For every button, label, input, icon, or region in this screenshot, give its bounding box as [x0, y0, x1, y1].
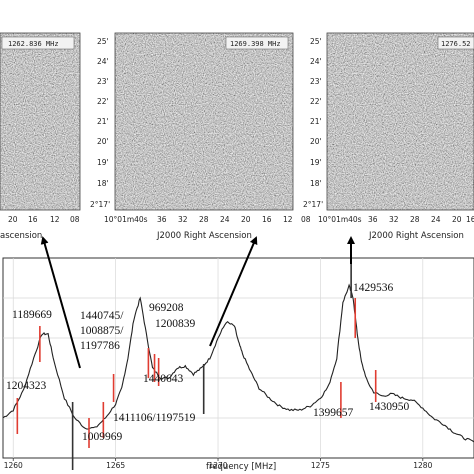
- map-panel-2-freq-label: 1269.398 MHz: [230, 40, 281, 48]
- map-panel-2-xtick: 08: [301, 215, 311, 224]
- map-panel-3-ytick: 2°17': [303, 200, 323, 209]
- spectrum-x-ticks: 1260 1265 1270 1275 1280: [4, 458, 433, 470]
- spectrum-markers: [16, 248, 377, 470]
- map-panel-2-yticks: 25' 24' 23' 22' 21' 20' 19' 18' 2°17': [90, 37, 110, 209]
- map-panel-2-xlabel: J2000 Right Ascension: [156, 231, 252, 241]
- annotation-label: 1399657: [313, 407, 354, 419]
- annotation-label: 1204323: [6, 380, 47, 392]
- map-panel-2-ytick: 24': [97, 57, 109, 66]
- map-panel-1-xticks: 20 16 12 08: [8, 215, 80, 224]
- spectrum-annotations: 1189669 1204323 1440745/ 1008875/ 119778…: [6, 282, 410, 443]
- map-panel-2-image: [115, 33, 293, 210]
- arrow-to-panel-1: [40, 236, 81, 369]
- annotation-label: 1429536: [353, 282, 394, 294]
- annotation-label: 1200839: [155, 318, 196, 330]
- map-panel-1-xtick: 12: [50, 215, 60, 224]
- map-panel-2-xtick: 16: [262, 215, 272, 224]
- map-panel-3-xtick: 28: [410, 215, 420, 224]
- annotation-label: 1440745/: [80, 310, 124, 322]
- annotation-label: 1440643: [143, 373, 184, 385]
- map-panel-1: 1262.836 MHz 20 16 12 08 ascension: [0, 32, 81, 241]
- map-panel-2-frame: [114, 32, 294, 211]
- map-panel-2-xtick: 28: [199, 215, 209, 224]
- map-panel-3: 25' 24' 23' 22' 21' 20' 19' 18' 2°17' 12…: [303, 32, 474, 241]
- annotation-label: 1189669: [12, 309, 52, 321]
- map-panel-3-ytick: 18': [310, 179, 322, 188]
- map-panel-2-ytick: 19': [97, 158, 109, 167]
- map-panel-2-xticks: 10°01m40s 36 32 28 24 20 16 12 08: [104, 215, 311, 224]
- annotation-label: 1430950: [369, 401, 410, 413]
- map-panel-3-ytick: 23': [310, 77, 322, 86]
- map-panel-3-ytick: 19': [310, 158, 322, 167]
- map-panel-3-ytick: 20': [310, 137, 322, 146]
- arrow-to-panel-2: [209, 236, 258, 347]
- map-panel-1-xtick: 08: [70, 215, 80, 224]
- spectrum-line: [2, 283, 474, 443]
- map-panel-3-ytick: 21': [310, 117, 322, 126]
- map-panel-3-xtick: 32: [389, 215, 399, 224]
- map-panel-3-xlabel: J2000 Right Ascension: [368, 231, 464, 241]
- panel-arrows: [40, 236, 355, 369]
- map-panel-3-frame: [326, 32, 474, 211]
- map-panel-2-xtick: 20: [241, 215, 251, 224]
- map-panel-3-xtick: 10°01m40s: [318, 215, 362, 224]
- map-panel-2: 25' 24' 23' 22' 21' 20' 19' 18' 2°17' 12…: [90, 32, 311, 241]
- map-panel-1-freq-label: 1262.836 MHz: [8, 40, 59, 48]
- map-panel-1-freq-box: [1, 36, 75, 50]
- map-panel-3-image: [327, 33, 474, 210]
- map-panel-1-xtick: 20: [8, 215, 18, 224]
- map-panel-2-ytick: 23': [97, 77, 109, 86]
- map-panel-2-xtick: 10°01m40s: [104, 215, 148, 224]
- map-panel-3-freq-box: [437, 36, 474, 50]
- spectrum-plot-area: [2, 257, 474, 459]
- map-panel-2-xtick: 12: [283, 215, 293, 224]
- map-panel-3-xtick: 24: [431, 215, 441, 224]
- spectrum-grid: [3, 258, 474, 458]
- x-tick-label: 1280: [413, 461, 432, 470]
- map-panel-2-ytick: 25': [97, 37, 109, 46]
- map-panel-2-ytick: 20': [97, 137, 109, 146]
- map-panel-3-xtick: 20: [452, 215, 462, 224]
- x-tick-label: 1260: [4, 461, 23, 470]
- spectrum-series: [2, 283, 474, 443]
- annotation-label: 1009969: [82, 431, 123, 443]
- annotation-label: 1411106/1197519: [113, 412, 196, 424]
- map-panel-1-xlabel: ascension: [0, 231, 42, 241]
- map-panel-2-xtick: 36: [157, 215, 167, 224]
- annotation-label: 1008875/: [80, 325, 124, 337]
- map-panel-3-yticks: 25' 24' 23' 22' 21' 20' 19' 18' 2°17': [303, 37, 323, 209]
- map-panel-2-ytick: 21': [97, 117, 109, 126]
- map-panel-3-xtick: 36: [368, 215, 378, 224]
- map-panel-2-ytick: 18': [97, 179, 109, 188]
- map-panel-1-frame: [0, 32, 81, 211]
- map-panel-2-ytick: 22': [97, 97, 109, 106]
- map-panel-2-xtick: 24: [220, 215, 230, 224]
- map-panel-3-xtick: 16: [466, 215, 474, 224]
- x-tick-label: 1265: [106, 461, 125, 470]
- x-tick-label: 1270: [208, 461, 227, 470]
- map-panel-3-ytick: 24': [310, 57, 322, 66]
- map-panel-2-ytick: 2°17': [90, 200, 110, 209]
- map-panel-3-freq-label: 1276.52: [441, 40, 471, 48]
- map-panel-1-xtick: 16: [28, 215, 38, 224]
- annotation-label: 969208: [149, 302, 184, 314]
- spectrum-xlabel: frequency [MHz]: [206, 462, 276, 472]
- spectrum-chart: 1260 1265 1270 1275 1280 frequency [MHz]: [2, 248, 474, 472]
- map-panel-1-image: [0, 33, 80, 210]
- annotation-label: 1197786: [80, 340, 120, 352]
- x-tick-label: 1275: [311, 461, 330, 470]
- map-panel-3-ytick: 22': [310, 97, 322, 106]
- map-panel-3-ytick: 25': [310, 37, 322, 46]
- map-panel-3-xticks: 10°01m40s 36 32 28 24 20 16: [318, 215, 474, 224]
- map-panel-2-xtick: 32: [178, 215, 188, 224]
- map-panel-2-freq-box: [225, 36, 289, 50]
